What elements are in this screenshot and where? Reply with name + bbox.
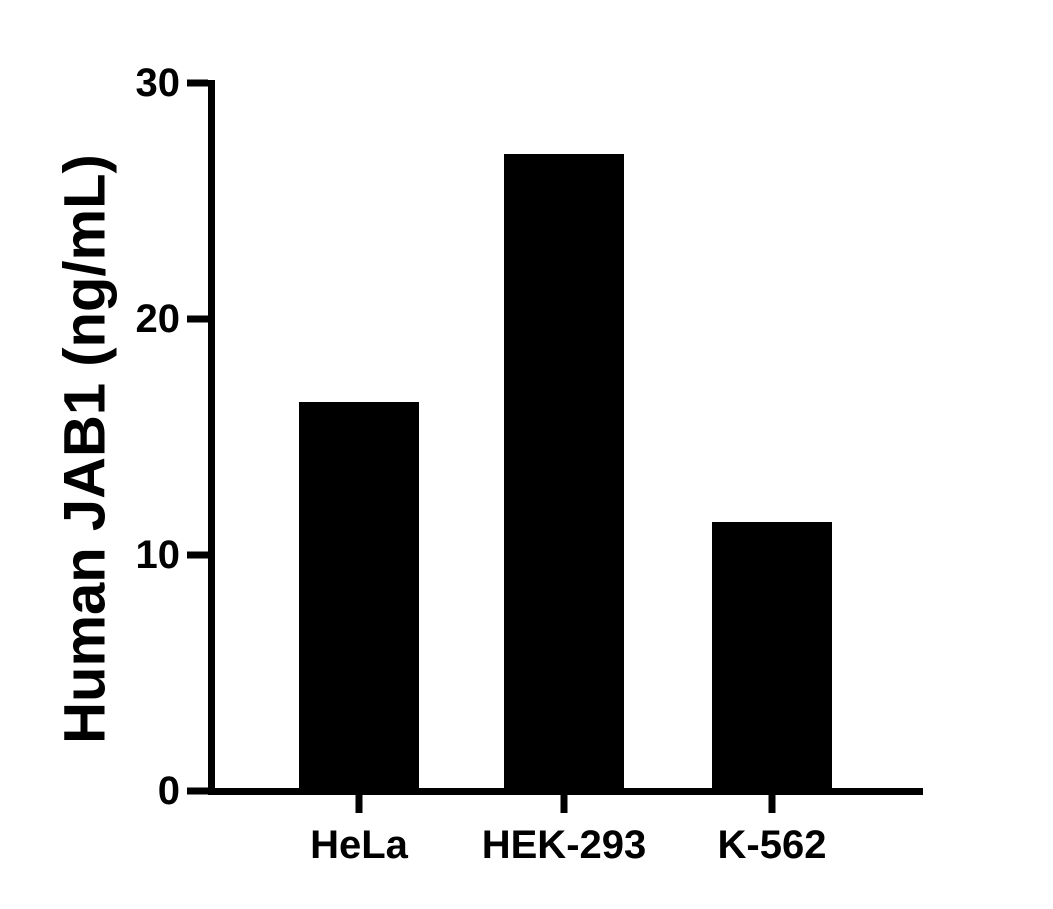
y-tick-label: 30	[135, 61, 181, 105]
y-tick	[187, 551, 208, 559]
x-tick	[768, 794, 776, 813]
x-axis-line	[208, 788, 923, 795]
y-axis-line	[208, 80, 215, 794]
y-tick	[187, 315, 208, 323]
plot-area: 0 10 20 30 HeLa HEK-293 K-562	[136, 63, 923, 865]
bar-k-562	[712, 521, 832, 791]
x-tick	[355, 794, 363, 813]
bar-hek-293	[504, 153, 624, 791]
x-category-label: HeLa	[310, 823, 408, 867]
y-axis-title: Human JAB1 (ng/mL)	[52, 154, 118, 744]
bar-hela	[299, 401, 419, 791]
y-tick-label: 10	[135, 533, 181, 577]
x-tick	[560, 794, 568, 813]
y-tick-label: 0	[157, 769, 180, 813]
x-category-label: K-562	[717, 823, 827, 867]
y-tick-label: 20	[135, 297, 181, 341]
y-tick	[187, 787, 208, 795]
y-tick	[187, 79, 208, 87]
x-category-label: HEK-293	[481, 823, 647, 867]
